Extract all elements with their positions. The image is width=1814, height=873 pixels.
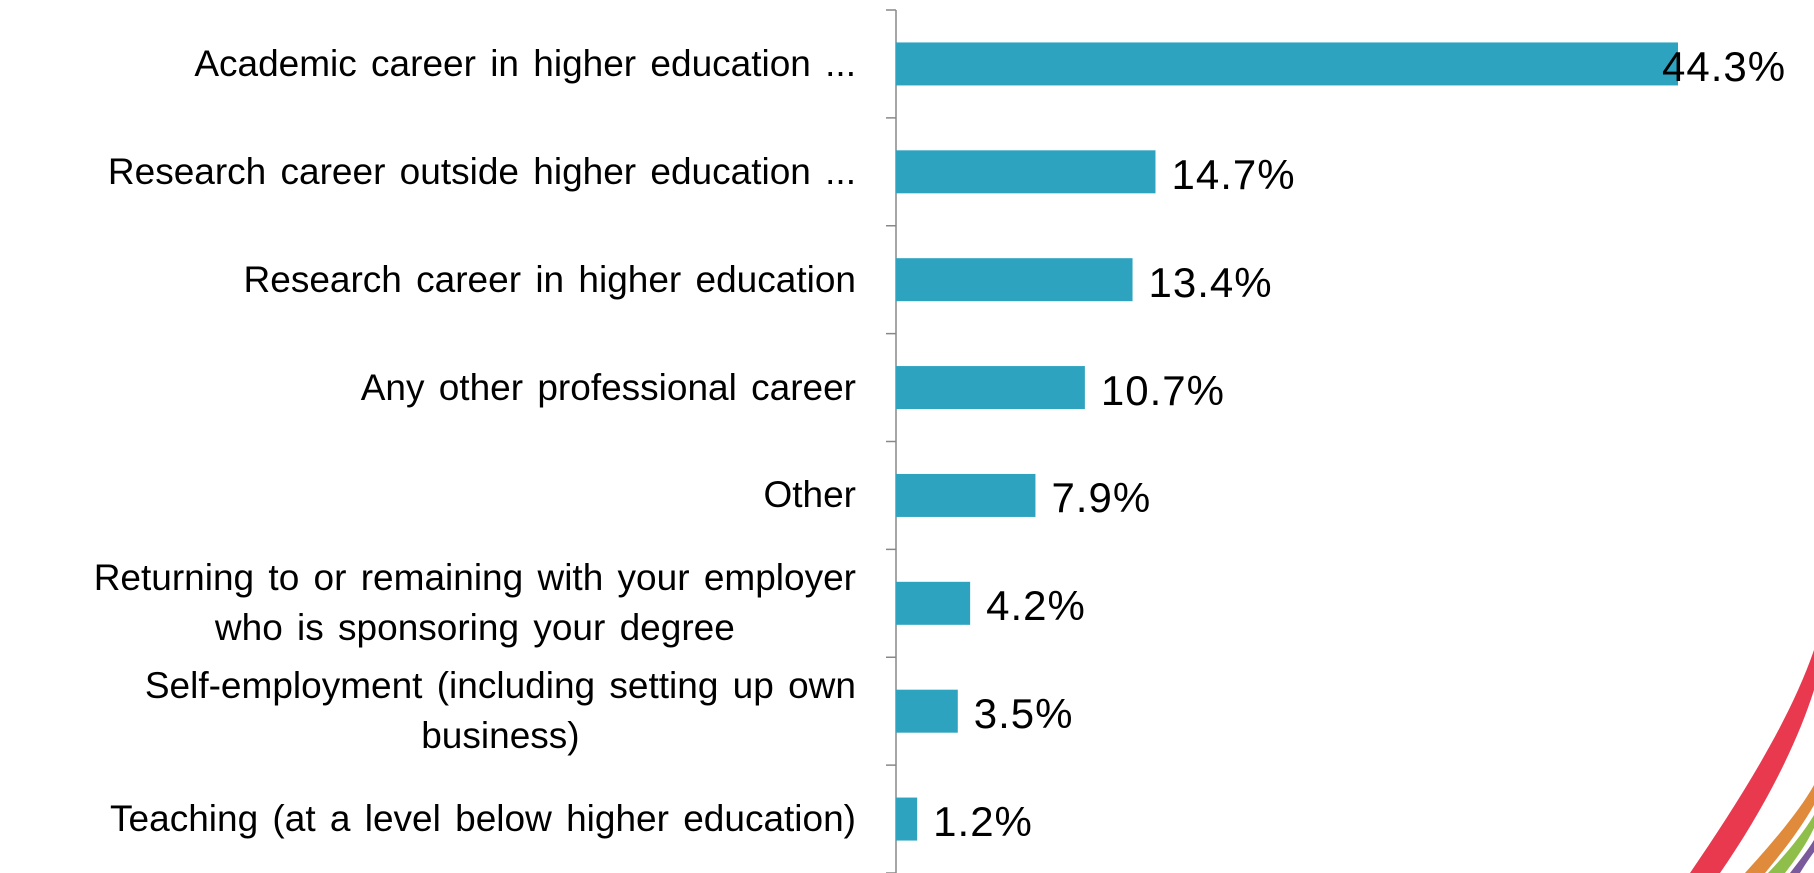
value-label: 44.3%	[1662, 42, 1787, 90]
category-label: Returning to or remaining with your empl…	[94, 549, 856, 657]
category-label: Other	[763, 442, 856, 550]
bar	[896, 258, 1133, 302]
category-label: Self-employment (including setting up ow…	[145, 657, 856, 765]
bar	[896, 473, 1036, 517]
category-label: Teaching (at a level below higher educat…	[110, 765, 856, 873]
bar	[896, 42, 1678, 86]
category-label: Research career outside higher education…	[108, 118, 856, 226]
category-text: Research career outside higher education…	[107, 150, 856, 192]
bar	[896, 150, 1156, 194]
swoosh	[1790, 840, 1814, 873]
bar	[896, 581, 971, 625]
category-text: Any other professional career	[360, 366, 856, 408]
value-label: 14.7%	[1171, 150, 1296, 198]
value-label: 3.5%	[973, 690, 1074, 738]
category-text: Research career in higher education	[243, 258, 856, 300]
category-text: Academic career in higher education ...	[194, 42, 856, 84]
category-label: Academic career in higher education ...	[194, 10, 856, 118]
value-label: 13.4%	[1148, 258, 1273, 306]
bar	[896, 366, 1085, 410]
category-label: Research career in higher education	[244, 226, 856, 334]
category-label: Any other professional career	[361, 334, 856, 442]
category-text: Returning to or remaining with your empl…	[93, 557, 856, 649]
category-text: Teaching (at a level below higher educat…	[110, 798, 856, 840]
category-text: Other	[763, 474, 856, 516]
bar	[896, 689, 958, 733]
swoosh	[1690, 650, 1814, 873]
value-label: 10.7%	[1100, 366, 1225, 414]
category-text: Self-employment (including setting up ow…	[144, 665, 856, 757]
value-label: 7.9%	[1051, 474, 1152, 522]
decoration	[1690, 650, 1814, 873]
value-label: 1.2%	[933, 798, 1033, 846]
bar	[896, 797, 918, 841]
value-label: 4.2%	[986, 582, 1086, 630]
swoosh	[1768, 815, 1814, 873]
